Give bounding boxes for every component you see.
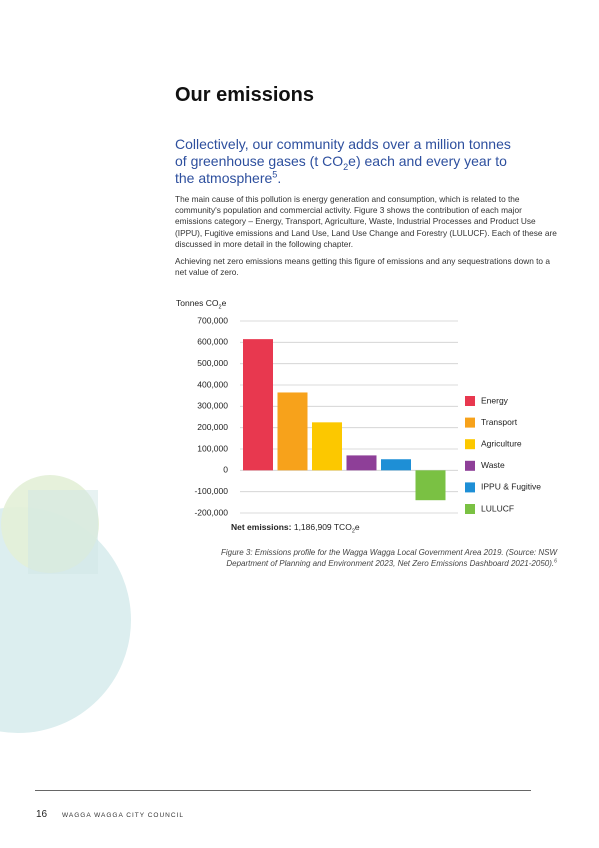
bar xyxy=(346,455,377,471)
text: 1,186,909 TCO xyxy=(293,522,352,532)
footer-text: WAGGA WAGGA CITY COUNCIL xyxy=(62,812,184,819)
net-emissions: Net emissions: 1,186,909 TCO2e xyxy=(231,522,360,535)
y-tick-label: 100,000 xyxy=(197,443,228,453)
legend-swatch xyxy=(465,396,475,406)
subscript: 2 xyxy=(343,161,349,172)
legend-swatch xyxy=(465,482,475,493)
legend-label: Transport xyxy=(481,417,518,427)
bar xyxy=(277,392,308,471)
decor-shape xyxy=(28,490,98,574)
text: . xyxy=(277,170,282,186)
legend-swatch xyxy=(465,439,475,450)
footer-rule xyxy=(35,790,531,791)
text: Figure 3: Emissions profile for the Wagg… xyxy=(220,548,557,568)
chart: -200,000 -100,000 0 100,000 200,000 300,000 40… xyxy=(194,315,541,517)
y-tick-label: 500,000 xyxy=(197,358,228,368)
legend-label: IPPU & Fugitive xyxy=(481,482,541,492)
paragraph: Achieving net zero emissions means getti… xyxy=(175,256,550,278)
paragraph: The main cause of this pollution is ener… xyxy=(175,194,557,249)
y-tick-label: 300,000 xyxy=(197,401,228,411)
text: Collectively, our community adds over a … xyxy=(175,136,511,169)
legend-label: Agriculture xyxy=(481,438,522,448)
y-tick-label: -200,000 xyxy=(194,507,228,517)
legend-label: LULUCF xyxy=(481,503,514,513)
heading: Our emissions xyxy=(175,84,314,106)
legend-label: Waste xyxy=(481,460,505,470)
y-tick-label: 400,000 xyxy=(197,379,228,389)
footnote-ref: 5 xyxy=(272,169,278,180)
page-number: 16 xyxy=(36,809,48,820)
legend-label: Energy xyxy=(481,395,509,405)
text: e xyxy=(221,298,227,308)
footnote-ref: 6 xyxy=(554,558,557,565)
figure-caption: Figure 3: Emissions profile for the Wagg… xyxy=(195,547,557,569)
legend-swatch xyxy=(465,417,475,428)
subscript: 2 xyxy=(351,528,355,535)
y-tick-label: 0 xyxy=(223,465,228,475)
bar xyxy=(381,459,411,471)
lead-paragraph: Collectively, our community adds over a … xyxy=(175,136,520,187)
y-tick-label: 700,000 xyxy=(197,315,228,325)
y-tick-label: 600,000 xyxy=(197,337,228,347)
subscript: 2 xyxy=(218,304,222,311)
text: e xyxy=(354,522,360,532)
legend-swatch xyxy=(465,504,475,514)
text: e) each and every year to the atmosphere xyxy=(175,153,507,186)
bar xyxy=(312,422,342,471)
legend-swatch xyxy=(465,460,475,471)
bar xyxy=(243,339,273,471)
label: Net emissions: xyxy=(231,522,292,532)
y-axis-label: Tonnes CO2e xyxy=(176,298,227,311)
bar xyxy=(415,470,446,501)
text: Tonnes CO xyxy=(176,298,219,308)
y-tick-label: 200,000 xyxy=(197,422,228,432)
y-tick-label: -100,000 xyxy=(194,486,228,496)
